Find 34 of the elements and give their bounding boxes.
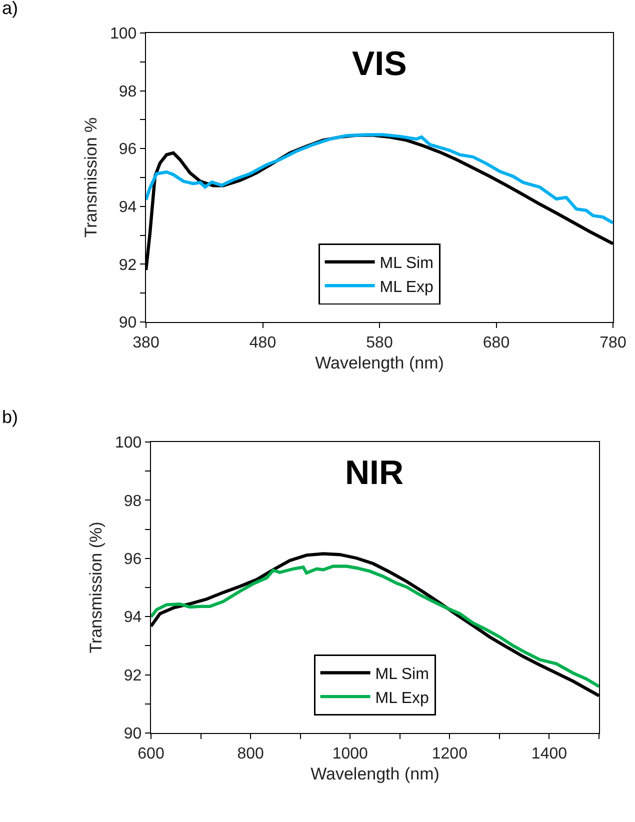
x-tick-label: 780 xyxy=(600,334,626,352)
x-tick-label: 600 xyxy=(138,745,164,762)
x-tick-label: 480 xyxy=(249,334,276,352)
x-tick-label: 580 xyxy=(366,334,393,352)
y-tick-label: 100 xyxy=(110,26,137,43)
text: b) xyxy=(2,407,18,427)
y-axis-title: Transmission % xyxy=(81,117,100,238)
y-tick-label: 96 xyxy=(118,141,137,158)
y-tick-label: 100 xyxy=(114,434,142,452)
y-axis-title: Transmission (%) xyxy=(86,522,106,654)
y-tick-label: 98 xyxy=(118,83,137,100)
text: a) xyxy=(2,0,18,18)
y-tick-label: 90 xyxy=(124,726,142,743)
x-tick-label: 800 xyxy=(237,745,264,762)
x-tick-label: 680 xyxy=(482,334,510,352)
legend-label: ML Sim xyxy=(375,666,429,683)
legend-label: ML Sim xyxy=(380,255,434,272)
chart-title: VIS xyxy=(352,45,407,83)
x-tick-label: 1000 xyxy=(332,745,368,762)
x-tick-label: 1400 xyxy=(531,745,568,762)
x-axis-title: Wavelength (nm) xyxy=(310,764,440,784)
y-tick-label: 96 xyxy=(124,551,142,568)
x-tick-label: 380 xyxy=(132,334,160,352)
legend-label: ML Exp xyxy=(380,278,434,296)
chart-title: NIR xyxy=(345,454,404,492)
legend-label: ML Exp xyxy=(375,690,430,707)
y-tick-label: 90 xyxy=(118,314,137,332)
x-axis-title: Wavelength (nm) xyxy=(315,354,444,373)
y-tick-label: 98 xyxy=(124,492,142,510)
x-tick-label: 1200 xyxy=(432,745,468,762)
y-tick-label: 92 xyxy=(118,256,137,274)
y-tick-label: 94 xyxy=(124,609,142,626)
y-tick-label: 92 xyxy=(124,667,142,684)
y-tick-label: 94 xyxy=(118,199,137,216)
